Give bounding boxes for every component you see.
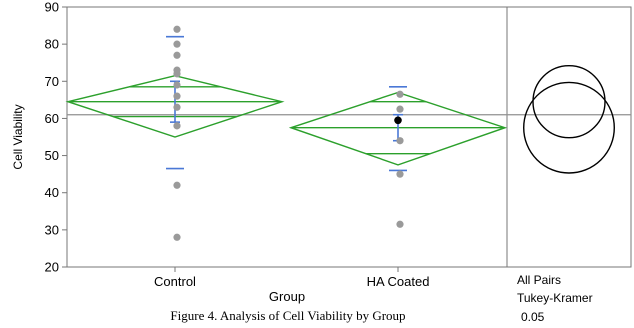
y-axis-label: Cell Viability: [11, 104, 25, 169]
data-point-control: [173, 25, 181, 33]
plot-frame: [66, 6, 632, 268]
y-tick-label: 80: [45, 37, 59, 52]
x-tick-label: HA Coated: [367, 274, 430, 289]
comparison-label-all-pairs: All Pairs: [517, 273, 561, 287]
comparison-circle-ha-coated: [523, 81, 615, 174]
plot-border: [66, 6, 632, 268]
y-tick-label: 60: [45, 111, 59, 126]
comparison-label-tukey-kramer: Tukey-Kramer: [517, 291, 593, 305]
error-bars-layer: [166, 35, 407, 172]
comparison-circles-layer: [523, 65, 615, 174]
data-point-control: [173, 103, 181, 111]
comparison-label-alpha: 0.05: [521, 310, 545, 324]
data-point-control: [173, 51, 181, 59]
y-tick-label: 20: [45, 260, 59, 275]
data-point-control: [173, 40, 181, 48]
data-point-control: [173, 70, 181, 78]
data-point-ha-coated: [396, 137, 404, 145]
data-point-ha-coated: [396, 105, 404, 113]
data-point-control: [173, 81, 181, 89]
y-tick-label: 70: [45, 74, 59, 89]
data-points-layer: [173, 25, 404, 241]
highlighted-point-ha-coated: [394, 116, 402, 125]
y-tick-label: 50: [45, 148, 59, 163]
y-tick-label: 90: [45, 0, 59, 15]
data-point-ha-coated: [396, 220, 404, 228]
y-tick-label: 40: [45, 185, 59, 200]
data-point-control: [173, 181, 181, 189]
y-tick-label: 30: [45, 222, 59, 237]
data-point-control: [173, 92, 181, 100]
axes-layer: 20 30 40 50 60 70 80 90 Control HA Coated: [45, 0, 430, 289]
comparison-circle-control: [532, 65, 606, 139]
data-point-ha-coated: [396, 170, 404, 178]
data-point-ha-coated: [396, 90, 404, 98]
figure-caption: Figure 4. Analysis of Cell Viability by …: [170, 308, 405, 323]
means-diamonds-layer: [65, 74, 508, 166]
data-point-control: [173, 233, 181, 241]
x-axis-label: Group: [269, 289, 305, 304]
data-point-control: [173, 122, 181, 130]
x-tick-label: Control: [154, 274, 196, 289]
